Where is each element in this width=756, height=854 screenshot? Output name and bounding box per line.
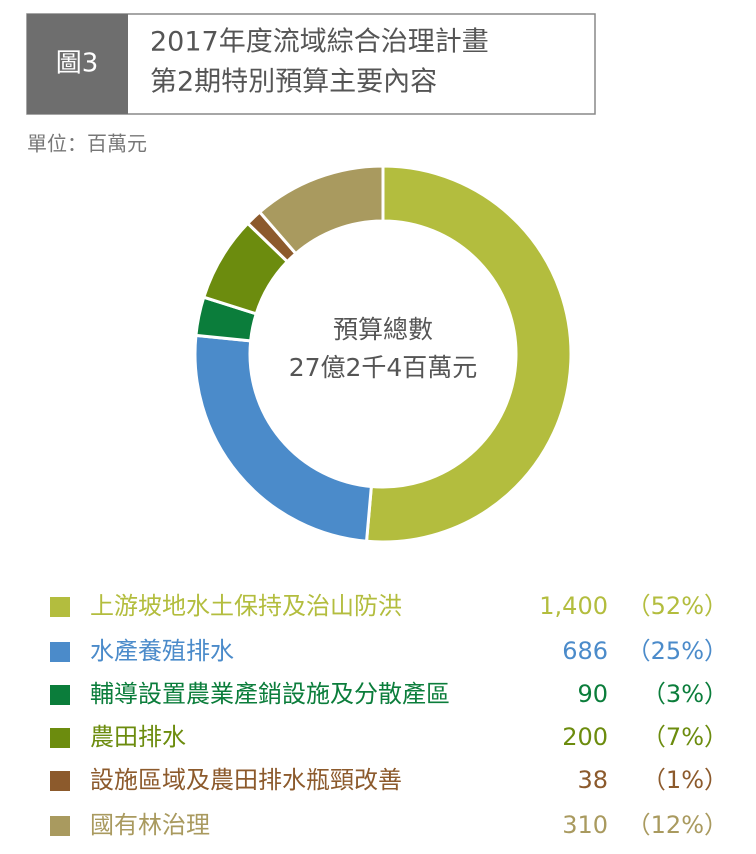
figure-label-box (27, 14, 128, 114)
value-label: 200 (562, 723, 608, 751)
legend-label: 國有林治理 (90, 811, 210, 839)
value-label: 38 (577, 766, 608, 794)
legend-swatch (50, 816, 70, 836)
percent-label: （25%） (627, 637, 728, 665)
title: 第2期特別預算主要內容 (150, 67, 437, 98)
center-text: 預算總數 (333, 315, 433, 344)
percent-label: （7%） (642, 723, 728, 751)
figure-label: 圖3 (56, 49, 99, 79)
legend-label: 農田排水 (90, 723, 186, 751)
percent-label: （12%） (627, 811, 728, 839)
legend-swatch (50, 771, 70, 791)
legend-label: 上游坡地水土保持及治山防洪 (90, 592, 402, 620)
legend-swatch (50, 642, 70, 662)
value-label: 90 (577, 680, 608, 708)
legend-label: 水產養殖排水 (90, 637, 234, 665)
percent-label: （3%） (642, 680, 728, 708)
legend-label: 設施區域及農田排水瓶頸改善 (90, 766, 402, 794)
value-label: 310 (562, 811, 608, 839)
percent-label: （52%） (627, 592, 728, 620)
percent-label: （1%） (642, 766, 728, 794)
title: 2017年度流域綜合治理計畫 (150, 27, 489, 58)
legend-label: 輔導設置農業產銷設施及分散產區 (90, 680, 450, 708)
legend-swatch (50, 685, 70, 705)
value-label: 686 (562, 637, 608, 665)
donut-slice (364, 164, 573, 544)
center-text: 27億2千4百萬元 (289, 353, 478, 382)
donut-slice (193, 333, 373, 543)
value-label: 1,400 (539, 592, 608, 620)
donut-slice (257, 164, 385, 256)
unit-label: 單位：百萬元 (27, 132, 147, 156)
legend-swatch (50, 728, 70, 748)
legend-swatch (50, 597, 70, 617)
